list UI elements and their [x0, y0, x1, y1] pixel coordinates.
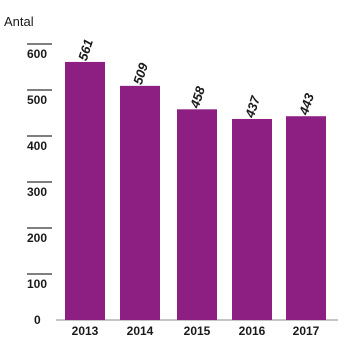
x-tick-label: 2013: [72, 324, 99, 338]
value-label-2015: 458: [187, 84, 209, 111]
value-label-2016: 437: [242, 93, 264, 120]
x-tick-label: 2016: [239, 324, 266, 338]
y-tick-label: 100: [27, 277, 47, 291]
y-axis-label: Antal: [4, 14, 34, 29]
bar-2013: [65, 61, 105, 320]
bar-2016: [232, 118, 272, 320]
x-tick-label: 2015: [184, 324, 211, 338]
x-tick-label: 2017: [293, 324, 320, 338]
y-tick-label: 400: [27, 139, 47, 153]
value-label-2014: 509: [130, 60, 151, 86]
x-axis: 2013 2014 2015 2016 2017: [72, 324, 320, 338]
y-tick-label: 600: [27, 47, 47, 61]
y-tick-label: 0: [34, 313, 41, 327]
bar-2015: [177, 109, 217, 320]
bar-2014: [120, 85, 160, 320]
y-tick-label: 300: [27, 185, 47, 199]
bar-2017: [286, 116, 326, 320]
y-axis: 0 100 200 300 400 500 600: [27, 43, 52, 327]
y-tick-label: 500: [27, 93, 47, 107]
y-tick-label: 200: [27, 231, 47, 245]
value-label-2013: 561: [75, 37, 96, 62]
value-label-2017: 443: [296, 91, 318, 118]
x-tick-label: 2014: [127, 324, 154, 338]
bars: 561 509 458 437 443: [65, 37, 326, 320]
